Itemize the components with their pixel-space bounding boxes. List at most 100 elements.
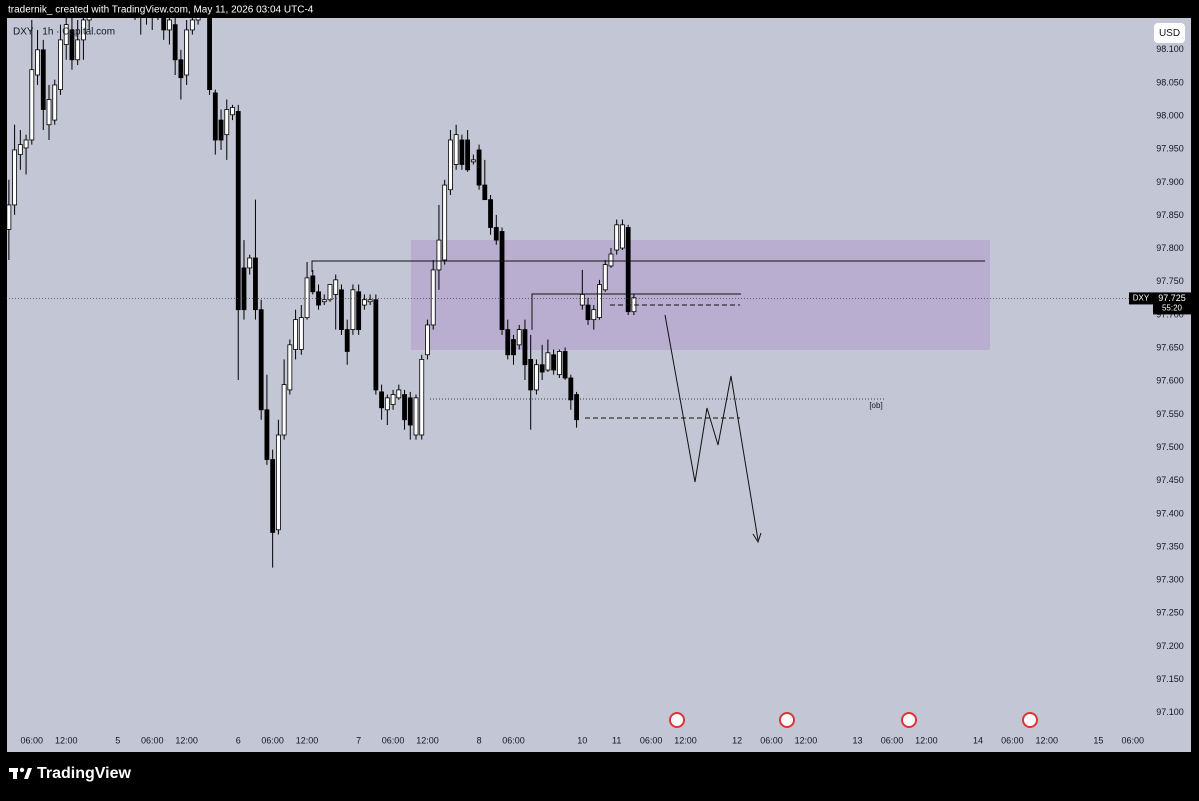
candle-body [7,205,11,230]
x-tick-label: 06:00 [760,735,783,745]
candle-body [219,120,223,140]
candle-body [299,318,303,350]
candle-body [345,330,349,352]
candle-body [13,150,17,205]
candle-body [225,109,229,134]
footer-brand: TradingView [37,765,132,782]
y-tick-label: 97.500 [1156,442,1184,452]
x-tick-label: 12:00 [296,735,319,745]
candle-body [374,300,378,390]
y-tick-label: 97.600 [1156,376,1184,386]
candle-body [190,20,194,30]
candle-body [30,70,34,140]
y-tick-label: 97.650 [1156,343,1184,353]
candle-body [437,240,441,270]
candle-body [322,300,326,302]
x-tick-label: 11 [612,735,621,745]
candle-body [471,160,475,162]
candle-body [76,40,80,60]
candle-body [276,435,280,530]
candle-body [167,20,171,30]
candle-body [282,385,286,435]
candle-body [425,325,429,355]
y-tick-label: 98.000 [1156,110,1184,120]
candle-body [609,254,613,266]
candle-body [179,60,183,78]
candle-body [259,310,263,410]
x-tick-label: 12:00 [416,735,439,745]
candle-body [575,395,579,420]
candle-body [213,93,217,140]
x-tick-label: 8 [477,735,482,745]
candle-body [523,330,527,365]
candle-body [540,365,544,372]
candle-body [466,140,470,170]
candle-body [248,258,252,268]
candle-body [173,25,177,60]
flag-icon[interactable] [670,713,684,727]
candle-body [534,365,538,390]
candle-body [47,100,51,125]
symbol-title: DXY · 1h · Capital.com [13,27,115,38]
candle-body [586,305,590,320]
candle-body [546,353,550,370]
candle-body [552,355,556,370]
candle-body [603,265,607,290]
candle-body [242,268,246,310]
candle-body [253,258,257,310]
y-tick-label: 97.200 [1156,641,1184,651]
candle-body [448,140,452,190]
candle-body [506,330,510,355]
price-tag-value: 97.725 [1158,293,1186,303]
candle-body [397,390,401,398]
candle-body [351,290,355,330]
candle-body [620,225,624,248]
candle-body [615,225,619,250]
candle-body [18,145,22,155]
x-tick-label: 06:00 [261,735,284,745]
candle-body [517,330,521,345]
candle-body [58,40,62,90]
x-tick-label: 7 [356,735,361,745]
x-tick-label: 12:00 [175,735,198,745]
x-tick-label: 06:00 [21,735,44,745]
y-tick-label: 97.750 [1156,276,1184,286]
x-tick-label: 12:00 [795,735,818,745]
x-tick-label: 06:00 [881,735,904,745]
candle-body [362,300,366,305]
drawings-back [411,240,990,350]
candle-body [328,285,332,300]
x-tick-label: 6 [236,735,241,745]
x-tick-label: 12:00 [674,735,697,745]
candle-body [511,340,515,355]
y-tick-label: 97.100 [1156,707,1184,717]
candle-body [230,107,234,114]
candle-body [420,359,424,435]
x-tick-label: 5 [115,735,120,745]
y-tick-label: 97.850 [1156,210,1184,220]
flag-icon[interactable] [902,713,916,727]
x-tick-label: 14 [973,735,983,745]
candle-body [403,395,407,420]
candle-body [339,290,343,330]
candle-body [494,227,498,240]
x-tick-label: 06:00 [1001,735,1024,745]
candle-body [563,351,567,378]
candle-body [271,460,275,533]
price-tag-countdown: 55:20 [1162,304,1183,313]
candle-body [414,398,418,435]
candle-body [185,30,189,75]
y-tick-label: 97.800 [1156,243,1184,253]
y-tick-label: 97.300 [1156,575,1184,585]
x-tick-label: 12:00 [915,735,938,745]
candle-body [334,280,338,295]
candle-body [380,392,384,408]
candle-body [597,285,601,318]
flag-icon[interactable] [1023,713,1037,727]
x-tick-label: 12:00 [55,735,78,745]
y-tick-label: 98.050 [1156,77,1184,87]
flag-icon[interactable] [780,713,794,727]
candle-body [311,276,315,292]
chart-background [7,18,1191,752]
x-tick-label: 06:00 [1122,735,1145,745]
